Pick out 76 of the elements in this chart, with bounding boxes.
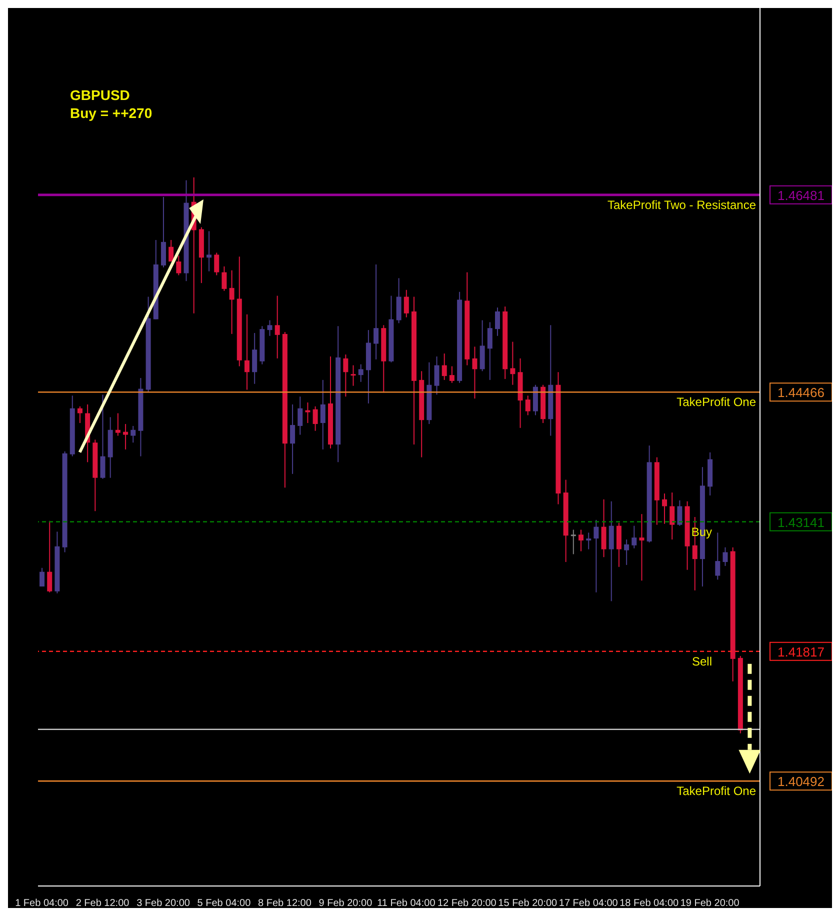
x-tick-label: 8 Feb 12:00 — [258, 898, 312, 909]
candlestick — [472, 346, 478, 400]
candlestick — [40, 567, 45, 587]
candlestick — [639, 514, 644, 582]
candlestick — [374, 264, 379, 360]
candlestick — [662, 492, 668, 524]
candlestick — [570, 529, 576, 555]
x-tick-label: 5 Feb 04:00 — [197, 898, 252, 909]
candlestick — [77, 406, 82, 424]
x-tick-label: 3 Feb 20:00 — [136, 898, 190, 909]
x-tick-label: 18 Feb 04:00 — [620, 898, 680, 909]
candlestick — [229, 270, 234, 334]
ref-line-label: Sell — [692, 654, 712, 668]
candlestick — [298, 396, 303, 436]
candlestick — [343, 354, 348, 398]
candlestick — [715, 532, 720, 580]
candlestick — [616, 522, 622, 568]
candlestick — [578, 529, 584, 552]
candlestick — [358, 364, 364, 382]
candlestick — [244, 314, 250, 390]
ref-line-label: TakeProfit One — [676, 395, 756, 410]
candlestick — [206, 230, 212, 272]
candlestick — [222, 266, 227, 292]
x-tick-label: 15 Feb 20:00 — [498, 898, 558, 909]
y-tick-label: 1.41817 — [778, 644, 824, 660]
candlestick — [586, 532, 592, 550]
candlestick — [123, 424, 128, 450]
text: GBPUSD — [70, 86, 131, 104]
candlestick — [350, 364, 356, 386]
x-tick-label: 2 Feb 12:00 — [76, 898, 130, 909]
candlestick — [449, 366, 454, 384]
candlestick — [525, 395, 530, 416]
candlestick — [115, 412, 120, 436]
candlestick — [130, 425, 136, 444]
candlestick — [168, 239, 174, 262]
y-tick-label: 1.43141 — [778, 514, 824, 530]
candlestick — [601, 498, 606, 558]
candlestick — [624, 539, 630, 566]
candlestick — [632, 525, 637, 549]
candlestick — [670, 492, 675, 540]
text: Buy = ++270 — [70, 104, 152, 122]
candlestick — [305, 402, 310, 424]
candlestick — [594, 519, 599, 593]
y-tick-label: 1.46481 — [778, 188, 824, 203]
candlestick — [274, 295, 280, 359]
candlestick — [160, 196, 166, 268]
candlestick — [510, 341, 516, 386]
ref-line-label: TakeProfit Two - Resistance — [607, 198, 756, 212]
candlestick — [47, 520, 52, 593]
candlestick — [176, 255, 182, 276]
candlestick — [214, 252, 220, 276]
candlestick — [312, 406, 318, 432]
x-tick-label: 12 Feb 20:00 — [437, 898, 497, 909]
candlestick — [495, 307, 500, 336]
x-tick-label: 17 Feb 04:00 — [558, 898, 618, 909]
candlestick — [434, 356, 440, 396]
candlestick — [396, 278, 402, 324]
candlestick — [677, 500, 682, 526]
candlestick — [608, 500, 614, 602]
y-tick-label: 1.44466 — [778, 385, 824, 400]
x-tick-label: 11 Feb 04:00 — [377, 898, 436, 909]
x-tick-label: 1 Feb 04:00 — [15, 898, 69, 909]
candlestick — [290, 404, 296, 474]
candlestick — [442, 353, 447, 380]
candlestick — [252, 332, 258, 384]
candlestick — [320, 379, 326, 450]
ref-line-label: TakeProfit One — [676, 784, 756, 798]
candlestick — [487, 322, 492, 380]
candlestick — [722, 546, 728, 566]
candlestick — [404, 289, 409, 318]
x-tick-label: 19 Feb 20:00 — [680, 898, 740, 909]
candlestick — [480, 320, 485, 372]
x-tick-label: 9 Feb 20:00 — [318, 898, 373, 909]
candlestick — [100, 394, 106, 480]
y-tick-label: 1.40492 — [778, 774, 824, 790]
candlestick — [267, 320, 272, 336]
